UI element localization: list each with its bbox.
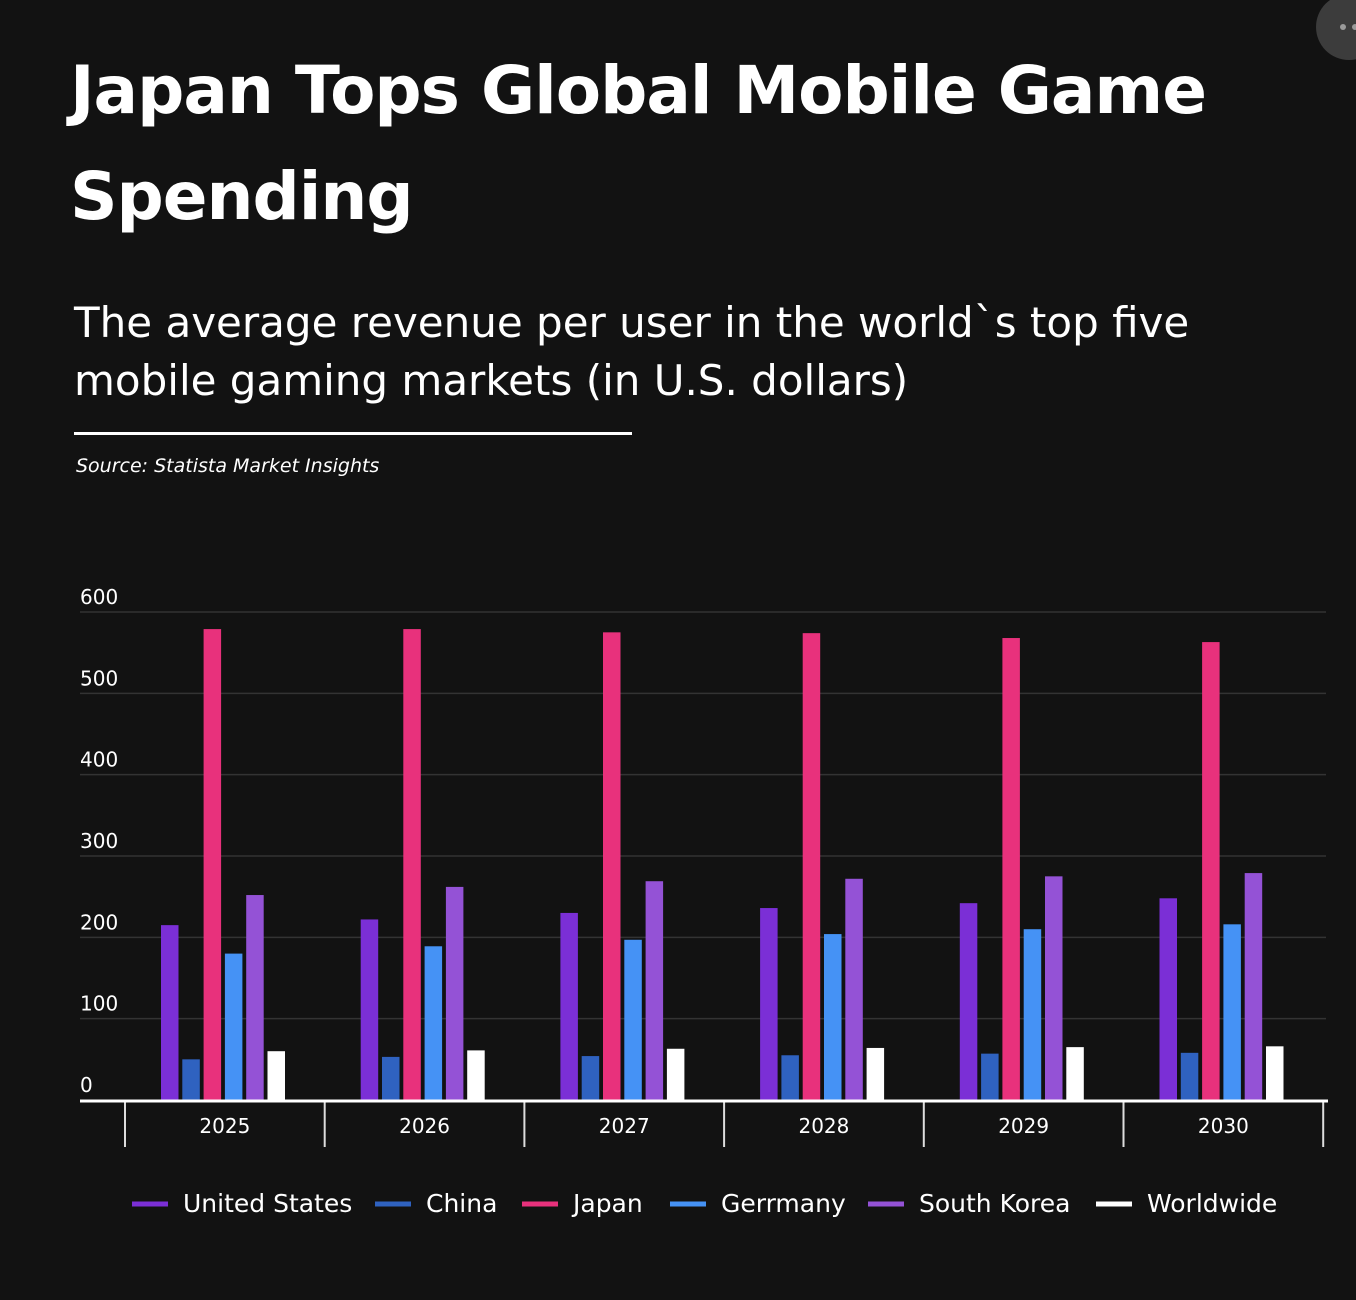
bar-japan-2027 [603,632,621,1100]
y-tick-label: 100 [80,992,118,1016]
y-tick-label: 0 [80,1073,93,1097]
bar-worldwide-2025 [267,1051,285,1100]
bar-china-2027 [581,1056,600,1100]
bar-china-2025 [182,1059,200,1100]
chart-title: Japan Tops Global Mobile Game Spending [70,52,1207,235]
bar-worldwide-2030 [1266,1046,1284,1100]
bar-united-states-2029 [959,903,978,1100]
bar-gerrmany-2030 [1223,924,1241,1100]
bar-united-states-2025 [161,925,179,1100]
bar-china-2028 [781,1055,799,1100]
bar-united-states-2027 [560,912,578,1100]
y-tick-label: 200 [80,910,118,934]
bar-worldwide-2029 [1066,1047,1084,1100]
x-tick-label: 2027 [599,1114,650,1138]
bar-worldwide-2027 [666,1048,685,1100]
x-tick-label: 2028 [798,1114,849,1138]
bar-japan-2026 [403,629,421,1100]
bar-gerrmany-2027 [624,939,642,1100]
chart-subtitle: The average revenue per user in the worl… [74,298,1190,405]
bar-japan-2030 [1202,642,1220,1100]
bar-china-2026 [382,1056,400,1100]
bar-south-korea-2026 [445,886,464,1100]
bar-gerrmany-2025 [224,953,243,1100]
y-tick-label: 500 [80,666,118,690]
legend-label: China [426,1189,497,1218]
bar-gerrmany-2029 [1023,929,1042,1100]
bar-gerrmany-2028 [824,934,842,1100]
divider [74,432,632,435]
x-tick-label: 2026 [399,1114,450,1138]
source-note: Source: Statista Market Insights [76,455,380,477]
bar-south-korea-2027 [645,881,664,1100]
y-tick-label: 600 [80,585,118,609]
legend-label: Japan [571,1189,643,1218]
legend-label: Gerrmany [721,1189,846,1218]
x-tick-label: 2025 [199,1114,250,1138]
y-tick-label: 400 [80,748,118,772]
legend-label: Worldwide [1147,1189,1277,1218]
y-tick-label: 300 [80,829,118,853]
bar-south-korea-2030 [1244,873,1263,1100]
bar-south-korea-2025 [246,895,264,1100]
bar-united-states-2028 [760,908,778,1100]
bar-china-2030 [1180,1052,1199,1100]
bar-japan-2028 [802,633,821,1100]
legend-label: South Korea [919,1189,1070,1218]
bar-south-korea-2028 [845,878,863,1100]
x-tick-label: 2029 [998,1114,1049,1138]
legend-label: United States [183,1189,352,1218]
bar-china-2029 [981,1053,999,1100]
bar-japan-2025 [203,629,222,1100]
bar-japan-2029 [1002,638,1020,1100]
bar-united-states-2030 [1159,898,1177,1100]
bar-south-korea-2029 [1045,876,1063,1100]
x-tick-label: 2030 [1198,1114,1249,1138]
bar-worldwide-2026 [467,1050,485,1100]
bar-worldwide-2028 [866,1047,885,1100]
bar-gerrmany-2026 [424,946,443,1100]
bar-united-states-2026 [360,919,379,1100]
